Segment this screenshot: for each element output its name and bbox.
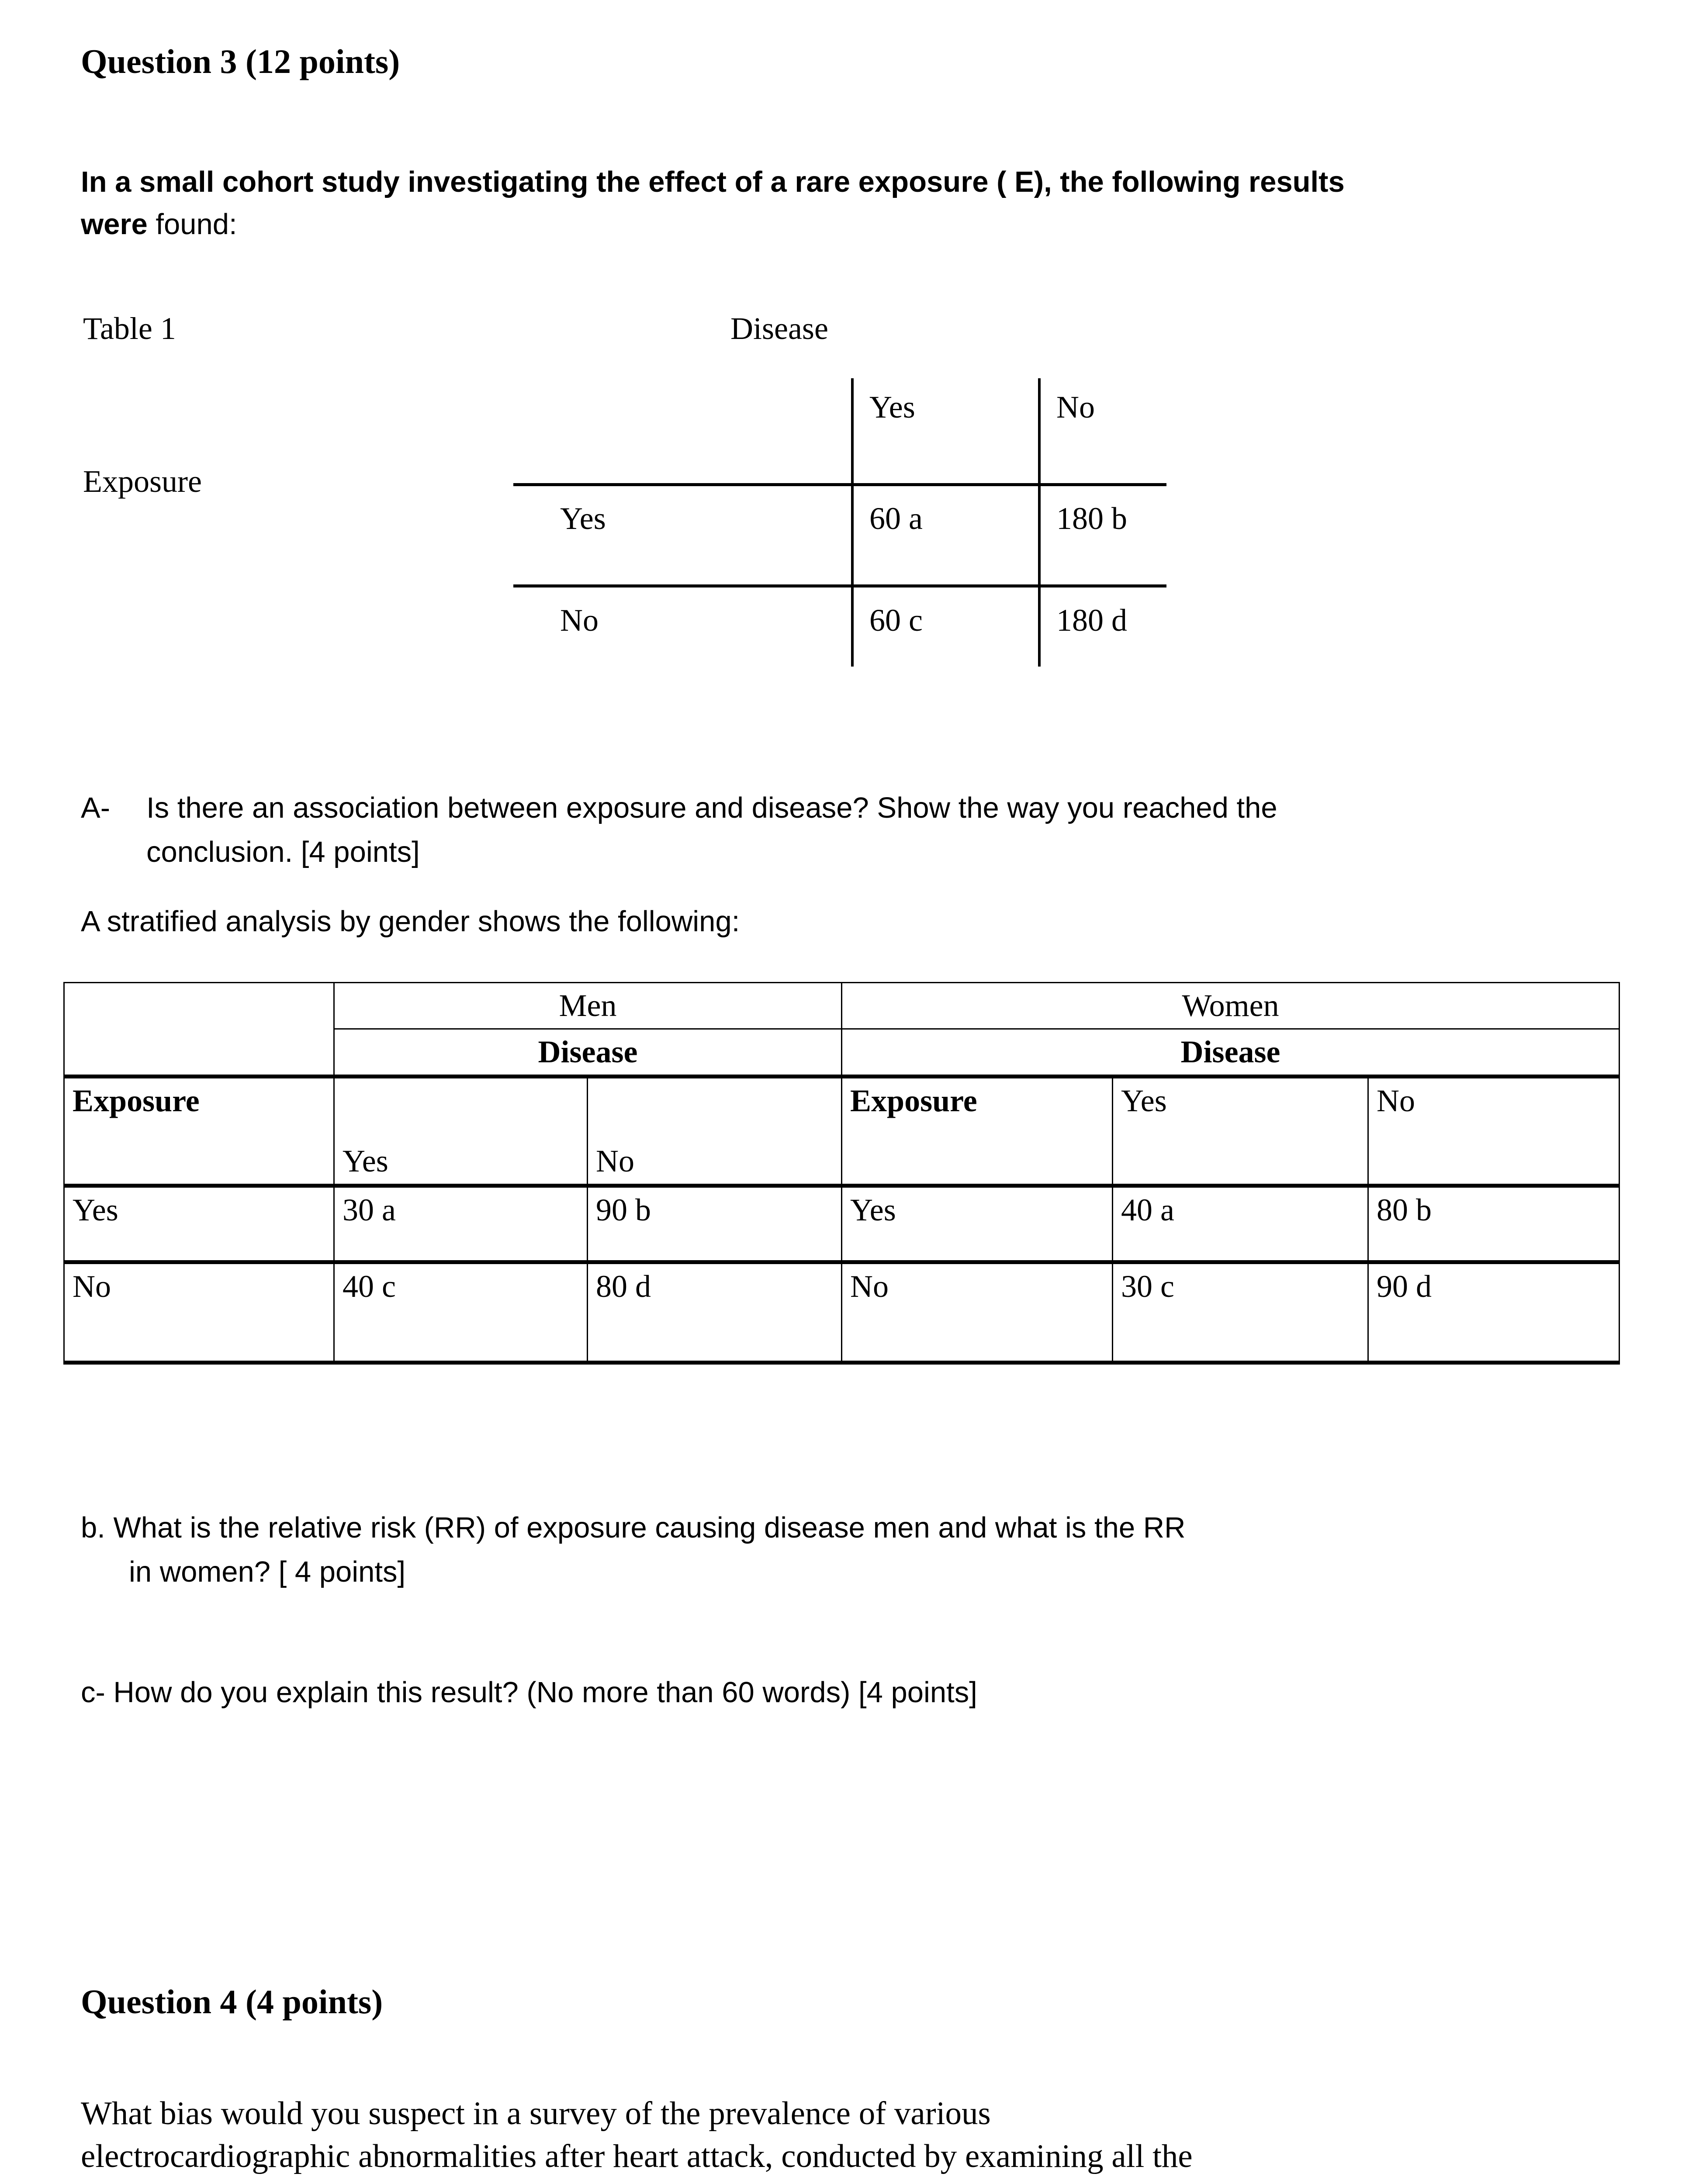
women-row-2-cell-d: 90 d xyxy=(1367,1261,1620,1365)
part-a-line-2: conclusion. [4 points] xyxy=(146,835,420,868)
table-row-disease-headers: Disease Disease xyxy=(64,1028,1620,1078)
women-col-header-no: No xyxy=(1367,1074,1620,1188)
part-c-line-1: c- How do you explain this result? (No m… xyxy=(81,1676,977,1709)
women-row-2-label: No xyxy=(841,1261,1114,1365)
women-row-2-cell-c: 30 c xyxy=(1112,1261,1369,1365)
stratified-intro: A stratified analysis by gender shows th… xyxy=(81,905,740,938)
women-exposure-label: Exposure xyxy=(841,1074,1114,1188)
table-1-row-2-label: No xyxy=(560,603,599,638)
group-header-men: Men xyxy=(333,982,843,1030)
table-1-row-2-cell-c: 60 c xyxy=(869,603,923,638)
stratified-corner-cell xyxy=(63,982,335,1077)
part-a-marker: A- xyxy=(81,791,110,824)
question-4-line-1: What bias would you suspect in a survey … xyxy=(81,2095,991,2132)
table-1-row-1-cell-b: 180 b xyxy=(1056,501,1127,536)
subheader-disease-men: Disease xyxy=(333,1028,843,1078)
table-1-hrule-2 xyxy=(513,584,1166,587)
men-col-header-yes: Yes xyxy=(333,1074,588,1188)
table-1-vrule-2 xyxy=(1038,378,1041,667)
part-a-block: A- Is there an association between expos… xyxy=(81,786,1654,874)
women-col-header-yes: Yes xyxy=(1112,1074,1369,1188)
intro-line-1: In a small cohort study investigating th… xyxy=(81,166,1345,198)
men-col-header-no: No xyxy=(586,1074,843,1188)
question-4-line-2: electrocardiographic abnormalities after… xyxy=(81,2138,1193,2174)
men-row-1-cell-a: 30 a xyxy=(333,1185,588,1264)
question-3-intro: In a small cohort study investigating th… xyxy=(81,161,1636,245)
part-a-line-1: Is there an association between exposure… xyxy=(146,791,1277,824)
table-1-row-1-cell-a: 60 a xyxy=(869,501,923,536)
table-row: No 40 c 80 d No 30 c 90 d xyxy=(63,1261,1620,1365)
men-row-2-cell-c: 40 c xyxy=(333,1261,588,1365)
table-1-col-header-yes: Yes xyxy=(869,390,915,425)
table-1-row-2-cell-d: 180 d xyxy=(1056,603,1127,638)
question-4-heading: Question 4 (4 points) xyxy=(81,1983,383,2021)
women-row-1-cell-b: 80 b xyxy=(1367,1185,1620,1264)
table-1-hrule-1 xyxy=(513,483,1166,486)
part-b-line-2: in women? [ 4 points] xyxy=(129,1555,406,1588)
stratified-analysis-table: Men Women Disease Disease Exposure xyxy=(63,982,1620,1365)
subheader-disease-women: Disease xyxy=(841,1028,1620,1078)
question-4-body: What bias would you suspect in a survey … xyxy=(81,2092,1675,2184)
table-row-group-headers: Men Women xyxy=(63,982,1620,1077)
table-1-exposure-label: Exposure xyxy=(83,464,202,499)
intro-line-2-rest xyxy=(148,208,156,241)
table-row: Yes 30 a 90 b Yes 40 a 80 b xyxy=(63,1185,1620,1264)
intro-line-2-bold: were xyxy=(81,208,148,241)
table-1-col-header-no: No xyxy=(1056,390,1095,425)
men-row-1-cell-b: 90 b xyxy=(586,1185,843,1264)
part-b-block: b. What is the relative risk (RR) of exp… xyxy=(81,1506,1654,1594)
women-row-1-label: Yes xyxy=(841,1185,1114,1264)
table-1-vrule-1 xyxy=(851,378,854,667)
men-exposure-label: Exposure xyxy=(63,1074,335,1188)
intro-line-2-plain: found: xyxy=(156,208,237,241)
women-row-1-cell-a: 40 a xyxy=(1112,1185,1369,1264)
men-row-2-label: No xyxy=(63,1261,335,1365)
part-b-line-1: b. What is the relative risk (RR) of exp… xyxy=(81,1511,1186,1544)
table-1-row-1-label: Yes xyxy=(560,501,606,536)
question-4-line-3: patients treated for this condition in a… xyxy=(81,2177,1675,2184)
men-row-2-cell-d: 80 d xyxy=(586,1261,843,1365)
table-row-column-headers: Exposure Yes No Exposure Yes No xyxy=(63,1074,1620,1188)
question-3-heading: Question 3 (12 points) xyxy=(81,42,400,80)
men-row-1-label: Yes xyxy=(63,1185,335,1264)
table-1-disease-label: Disease xyxy=(730,311,828,346)
group-header-women: Women xyxy=(841,982,1620,1030)
table-1-caption: Table 1 xyxy=(83,311,176,346)
